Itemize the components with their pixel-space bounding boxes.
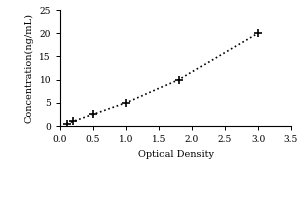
Y-axis label: Concentration(ng/mL): Concentration(ng/mL) [25, 13, 34, 123]
X-axis label: Optical Density: Optical Density [137, 150, 214, 159]
